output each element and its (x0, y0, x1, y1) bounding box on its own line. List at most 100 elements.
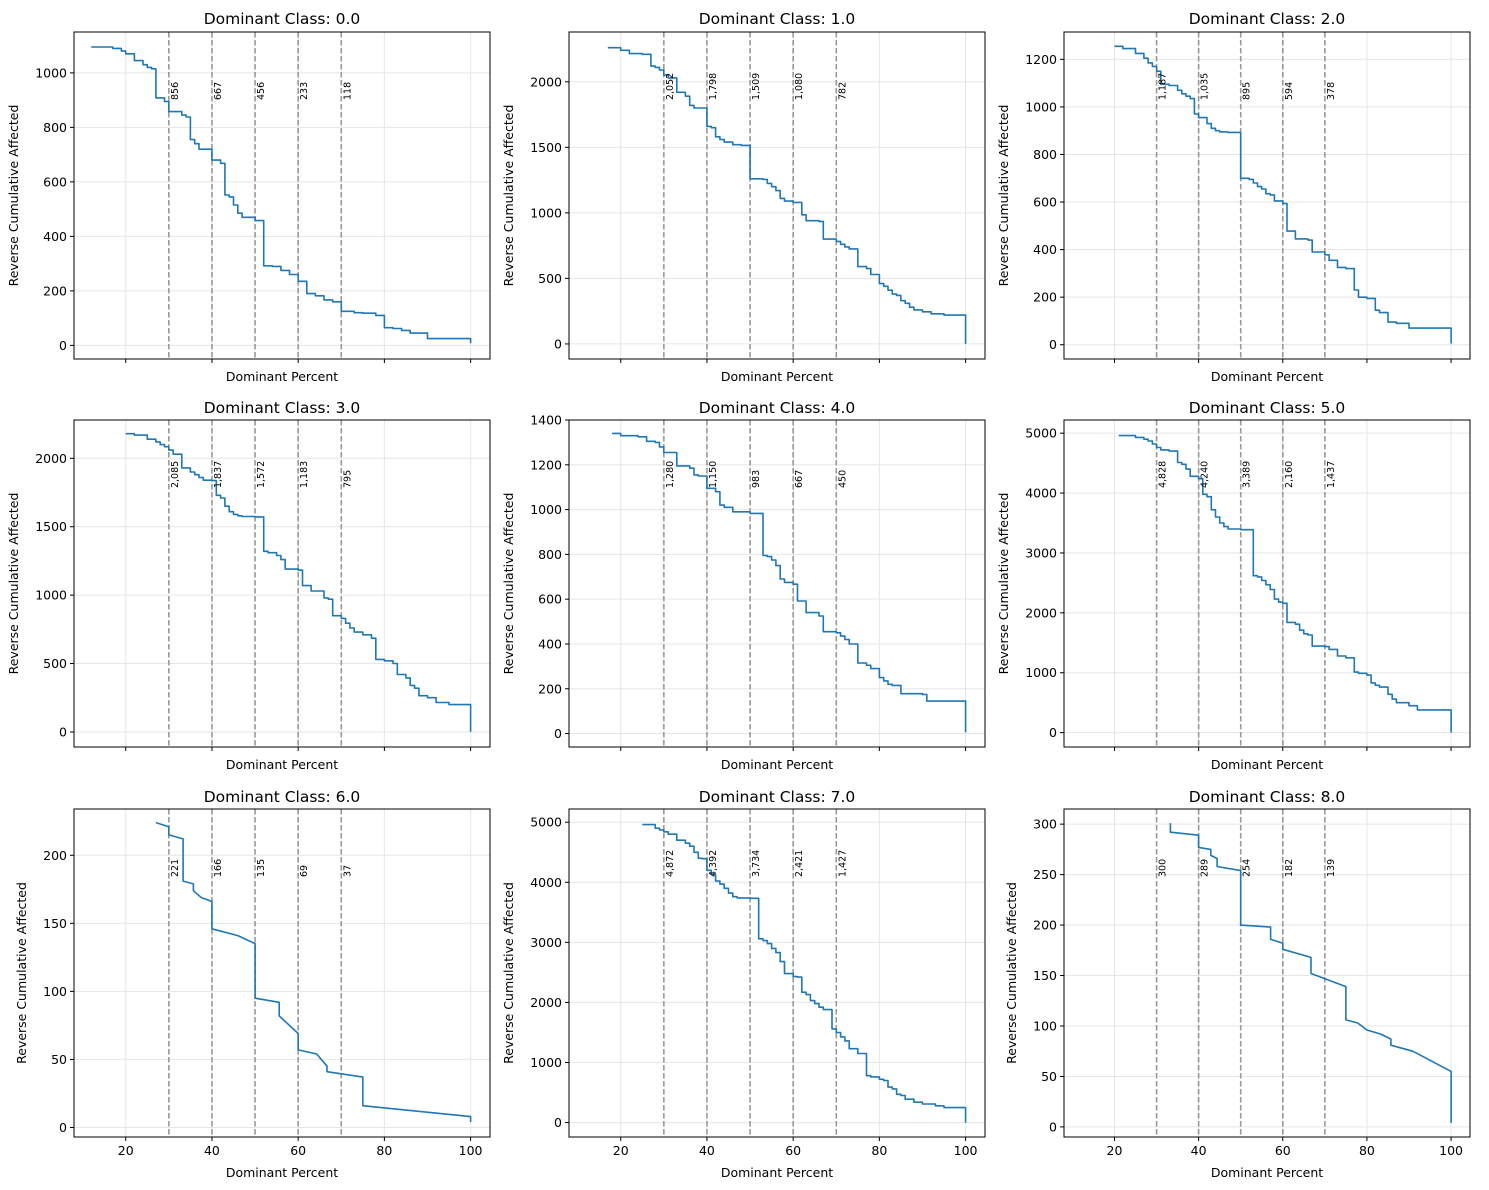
x-tick-label: 80 (1359, 1143, 1375, 1158)
y-tick-label: 1000 (1025, 665, 1057, 680)
y-tick-label: 1000 (35, 65, 67, 80)
y-axis-label: Reverse Cumulative Affected (996, 105, 1011, 287)
y-tick-label: 300 (1033, 817, 1057, 832)
threshold-label: 1,080 (794, 73, 805, 100)
y-tick-label: 2000 (1025, 605, 1057, 620)
y-tick-label: 4000 (1025, 486, 1057, 501)
threshold-label: 782 (837, 82, 848, 100)
y-tick-label: 200 (43, 848, 67, 863)
threshold-label: 69 (299, 865, 310, 877)
x-axis-label: Dominant Percent (226, 1165, 338, 1180)
y-tick-label: 0 (554, 1115, 562, 1130)
threshold-label: 233 (299, 82, 310, 100)
y-tick-label: 500 (538, 271, 562, 286)
y-tick-label: 400 (538, 636, 562, 651)
y-axis-label: Reverse Cumulative Affected (501, 882, 516, 1064)
series-line (642, 823, 967, 1123)
y-tick-label: 50 (51, 1052, 67, 1067)
x-axis-label: Dominant Percent (1211, 1165, 1323, 1180)
y-tick-label: 0 (554, 336, 562, 351)
threshold-label: 182 (1284, 859, 1295, 877)
y-tick-label: 4000 (530, 875, 562, 890)
y-tick-label: 1500 (35, 519, 67, 534)
series-line (1118, 434, 1452, 733)
threshold-label: 667 (213, 82, 224, 100)
threshold-label: 1,798 (708, 73, 719, 100)
x-tick-label: 20 (118, 1143, 134, 1158)
y-tick-label: 800 (538, 547, 562, 562)
axes-frame (73, 31, 491, 360)
axes-frame (568, 419, 986, 748)
y-tick-label: 600 (43, 174, 67, 189)
threshold-label: 139 (1326, 859, 1337, 877)
subplot-6: 221 166 135 69 37 20 40 60 80 100 0 50 100 150 200 Domi… (14, 788, 491, 1180)
threshold-label: 4,240 (1200, 461, 1211, 488)
y-tick-label: 3000 (1025, 545, 1057, 560)
threshold-label: 1,035 (1200, 73, 1211, 100)
threshold-label: 667 (794, 470, 805, 488)
series-line (612, 432, 967, 733)
threshold-label: 856 (170, 82, 181, 100)
x-axis-label: Dominant Percent (1211, 369, 1323, 384)
subplot-title: Dominant Class: 4.0 (699, 399, 856, 417)
y-tick-label: 200 (43, 283, 67, 298)
y-tick-label: 5000 (530, 815, 562, 830)
threshold-label: 895 (1242, 82, 1253, 100)
threshold-label: 3,389 (1242, 461, 1253, 488)
series-line (91, 46, 472, 344)
threshold-label: 300 (1158, 859, 1169, 877)
threshold-label: 37 (342, 865, 353, 877)
y-tick-label: 2000 (530, 74, 562, 89)
x-tick-label: 60 (290, 1143, 306, 1158)
y-tick-label: 200 (1033, 918, 1057, 933)
y-tick-label: 800 (43, 120, 67, 135)
x-tick-label: 100 (459, 1143, 483, 1158)
axes-frame (1063, 31, 1471, 360)
threshold-label: 254 (1242, 859, 1253, 877)
y-tick-label: 1200 (1025, 52, 1057, 67)
series-line (1114, 45, 1452, 344)
x-axis-label: Dominant Percent (721, 1165, 833, 1180)
y-axis-label: Reverse Cumulative Affected (6, 105, 21, 287)
subplot-title: Dominant Class: 3.0 (204, 399, 361, 417)
subplot-title: Dominant Class: 8.0 (1189, 788, 1346, 806)
x-tick-label: 60 (1275, 1143, 1291, 1158)
threshold-label: 2,085 (170, 461, 181, 488)
y-tick-label: 2000 (530, 995, 562, 1010)
threshold-label: 221 (170, 859, 181, 877)
threshold-label: 1,509 (751, 73, 762, 100)
y-axis-label: Reverse Cumulative Affected (501, 493, 516, 675)
threshold-label: 594 (1284, 82, 1295, 100)
y-tick-label: 0 (59, 338, 67, 353)
subplot-5: 4,828 4,240 3,389 2,160 1,437 0 1000 2000 3000 40… (996, 399, 1471, 772)
subplot-0: 856 667 456 233 118 0 200 400 600 800 1000 Dominant… (6, 10, 491, 384)
subplot-4: 1,280 1,150 983 667 450 0 200 400 600 800 1000 1200… (501, 399, 986, 772)
y-tick-label: 100 (1033, 1018, 1057, 1033)
subplot-title: Dominant Class: 5.0 (1189, 399, 1346, 417)
y-tick-label: 0 (59, 1120, 67, 1135)
threshold-label: 1,572 (256, 461, 267, 488)
threshold-label: 456 (256, 82, 267, 100)
subplot-3: 2,085 1,837 1,572 1,183 795 0 500 1000 1500 2000 D… (6, 399, 491, 772)
y-tick-label: 1400 (530, 413, 562, 428)
y-tick-label: 0 (1049, 1119, 1057, 1134)
y-axis-label: Reverse Cumulative Affected (1004, 882, 1019, 1064)
threshold-label: 4,392 (708, 850, 719, 877)
y-tick-label: 1000 (35, 588, 67, 603)
subplot-title: Dominant Class: 7.0 (699, 788, 856, 806)
subplot-title: Dominant Class: 2.0 (1189, 10, 1346, 28)
threshold-label: 4,872 (665, 850, 676, 877)
x-tick-label: 40 (1191, 1143, 1207, 1158)
threshold-label: 378 (1326, 82, 1337, 100)
subplot-2: 1,187 1,035 895 594 378 0 200 400 600 800 1000 1200… (996, 10, 1471, 384)
x-tick-label: 20 (613, 1143, 629, 1158)
y-tick-label: 200 (538, 681, 562, 696)
x-axis-label: Dominant Percent (721, 369, 833, 384)
axes-frame (73, 808, 491, 1138)
series-line (125, 432, 472, 732)
y-tick-label: 1500 (530, 140, 562, 155)
threshold-label: 1,187 (1158, 73, 1169, 100)
x-axis-label: Dominant Percent (226, 757, 338, 772)
subplot-title: Dominant Class: 6.0 (204, 788, 361, 806)
